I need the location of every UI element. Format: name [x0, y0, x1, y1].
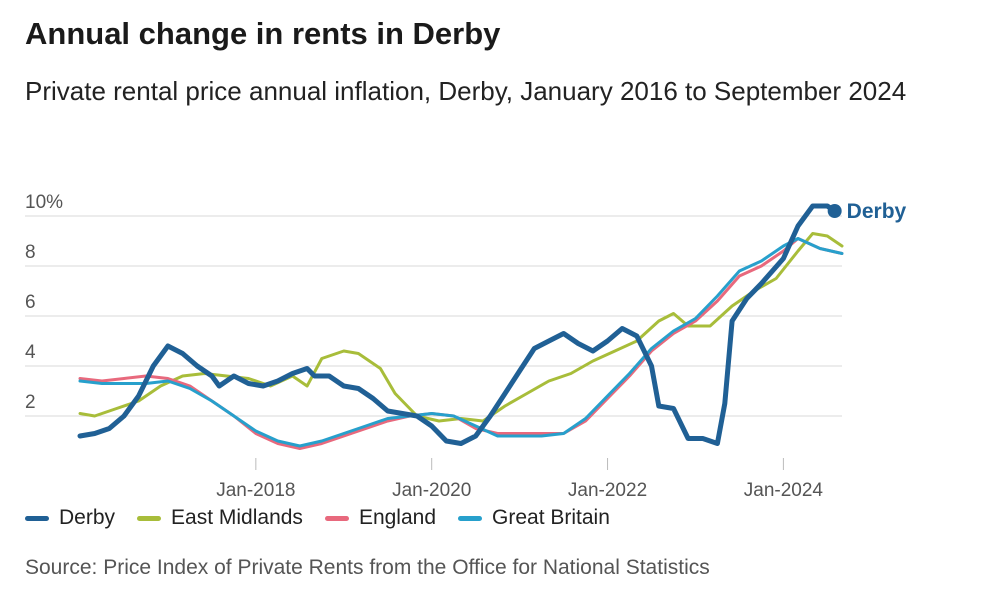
- legend-item-england: England: [324, 506, 437, 530]
- series-line-derby: [77, 203, 838, 446]
- end-markers: Derby: [827, 200, 907, 223]
- gridlines: [25, 215, 842, 417]
- chart-subtitle: Private rental price annual inflation, D…: [25, 76, 907, 106]
- legend-item-east-midlands: East Midlands: [137, 506, 303, 530]
- source-note: Source: Price Index of Private Rents fro…: [25, 556, 710, 579]
- legend-label: East Midlands: [171, 506, 303, 529]
- legend-label: England: [358, 506, 437, 529]
- legend-item-derby: Derby: [25, 506, 115, 530]
- legend-swatch: [458, 515, 483, 521]
- x-tick-label: Jan-2022: [568, 480, 647, 500]
- chart-title: Annual change in rents in Derby: [25, 16, 501, 51]
- legend-swatch: [324, 515, 349, 521]
- legend: Derby East Midlands England Great Britai…: [25, 506, 610, 530]
- y-tick-label: 8: [25, 242, 36, 263]
- legend-swatch: [137, 515, 162, 521]
- legend-label: Derby: [59, 506, 116, 529]
- y-tick-label: 10%: [25, 192, 63, 213]
- y-tick-label: 6: [25, 292, 36, 313]
- x-tick-label: Jan-2024: [744, 480, 824, 500]
- y-axis: 10% 8 6 4 2: [25, 192, 63, 413]
- x-tick-label: Jan-2018: [216, 480, 295, 500]
- y-tick-label: 2: [25, 392, 36, 413]
- legend-label: Great Britain: [492, 506, 610, 529]
- line-chart: Jan-2018 Jan-2020 Jan-2022 Jan-2024 10% 8 6 4 2…: [25, 192, 907, 500]
- derby-direct-label: Derby: [847, 200, 907, 223]
- y-tick-label: 4: [25, 342, 36, 363]
- series-lines: [77, 203, 844, 450]
- legend-item-great-britain: Great Britain: [458, 506, 610, 530]
- x-tick-label: Jan-2020: [392, 480, 471, 500]
- derby-end-marker: [827, 204, 842, 218]
- x-axis: Jan-2018 Jan-2020 Jan-2022 Jan-2024: [216, 458, 823, 500]
- legend-swatch: [25, 515, 49, 521]
- series-line-great-britain: [78, 237, 844, 448]
